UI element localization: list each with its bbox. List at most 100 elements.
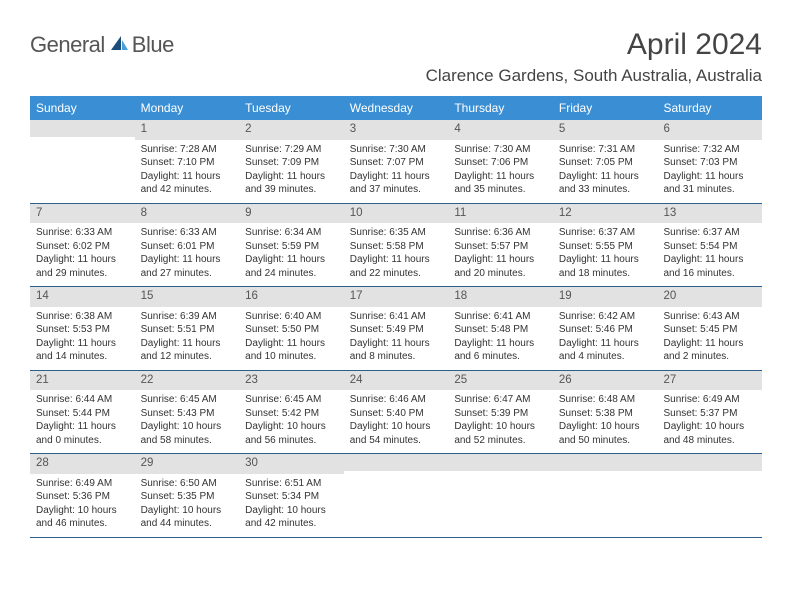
daylight-text: Daylight: 10 hours and 46 minutes. xyxy=(36,504,129,531)
daylight-text: Daylight: 10 hours and 56 minutes. xyxy=(245,420,338,447)
calendar-cell: 3Sunrise: 7:30 AMSunset: 7:07 PMDaylight… xyxy=(344,120,449,203)
cell-body: Sunrise: 6:40 AMSunset: 5:50 PMDaylight:… xyxy=(239,307,344,370)
weekday-header: Wednesday xyxy=(344,96,449,120)
weekday-header: Sunday xyxy=(30,96,135,120)
calendar-cell xyxy=(657,454,762,537)
day-number: 15 xyxy=(135,287,240,307)
sunset-text: Sunset: 5:45 PM xyxy=(663,323,756,337)
sunrise-text: Sunrise: 6:45 AM xyxy=(141,393,234,407)
sunset-text: Sunset: 7:03 PM xyxy=(663,156,756,170)
calendar-week: 21Sunrise: 6:44 AMSunset: 5:44 PMDayligh… xyxy=(30,371,762,455)
sunset-text: Sunset: 6:01 PM xyxy=(141,240,234,254)
day-number: 12 xyxy=(553,204,658,224)
sunset-text: Sunset: 5:36 PM xyxy=(36,490,129,504)
daylight-text: Daylight: 11 hours and 14 minutes. xyxy=(36,337,129,364)
day-number xyxy=(344,454,449,471)
calendar-cell: 28Sunrise: 6:49 AMSunset: 5:36 PMDayligh… xyxy=(30,454,135,537)
sunrise-text: Sunrise: 6:46 AM xyxy=(350,393,443,407)
sunset-text: Sunset: 5:44 PM xyxy=(36,407,129,421)
sunset-text: Sunset: 7:09 PM xyxy=(245,156,338,170)
calendar-cell: 21Sunrise: 6:44 AMSunset: 5:44 PMDayligh… xyxy=(30,371,135,454)
weekday-header: Monday xyxy=(135,96,240,120)
cell-body: Sunrise: 6:51 AMSunset: 5:34 PMDaylight:… xyxy=(239,474,344,537)
calendar-cell: 27Sunrise: 6:49 AMSunset: 5:37 PMDayligh… xyxy=(657,371,762,454)
calendar-week: 7Sunrise: 6:33 AMSunset: 6:02 PMDaylight… xyxy=(30,204,762,288)
calendar-cell: 30Sunrise: 6:51 AMSunset: 5:34 PMDayligh… xyxy=(239,454,344,537)
day-number: 30 xyxy=(239,454,344,474)
day-number: 13 xyxy=(657,204,762,224)
cell-body: Sunrise: 6:50 AMSunset: 5:35 PMDaylight:… xyxy=(135,474,240,537)
sunrise-text: Sunrise: 6:44 AM xyxy=(36,393,129,407)
sunset-text: Sunset: 5:48 PM xyxy=(454,323,547,337)
cell-body: Sunrise: 7:31 AMSunset: 7:05 PMDaylight:… xyxy=(553,140,658,203)
day-number xyxy=(30,120,135,137)
sunrise-text: Sunrise: 7:30 AM xyxy=(350,143,443,157)
sunset-text: Sunset: 5:34 PM xyxy=(245,490,338,504)
cell-body: Sunrise: 6:41 AMSunset: 5:48 PMDaylight:… xyxy=(448,307,553,370)
sunrise-text: Sunrise: 6:33 AM xyxy=(36,226,129,240)
sunrise-text: Sunrise: 6:39 AM xyxy=(141,310,234,324)
calendar-cell: 29Sunrise: 6:50 AMSunset: 5:35 PMDayligh… xyxy=(135,454,240,537)
calendar-cell: 9Sunrise: 6:34 AMSunset: 5:59 PMDaylight… xyxy=(239,204,344,287)
calendar-cell: 17Sunrise: 6:41 AMSunset: 5:49 PMDayligh… xyxy=(344,287,449,370)
calendar-cell: 22Sunrise: 6:45 AMSunset: 5:43 PMDayligh… xyxy=(135,371,240,454)
calendar-cell: 16Sunrise: 6:40 AMSunset: 5:50 PMDayligh… xyxy=(239,287,344,370)
day-number: 24 xyxy=(344,371,449,391)
cell-body: Sunrise: 6:44 AMSunset: 5:44 PMDaylight:… xyxy=(30,390,135,453)
daylight-text: Daylight: 11 hours and 33 minutes. xyxy=(559,170,652,197)
day-number: 1 xyxy=(135,120,240,140)
sunrise-text: Sunrise: 6:33 AM xyxy=(141,226,234,240)
calendar-cell: 20Sunrise: 6:43 AMSunset: 5:45 PMDayligh… xyxy=(657,287,762,370)
sunrise-text: Sunrise: 6:37 AM xyxy=(559,226,652,240)
sunset-text: Sunset: 5:40 PM xyxy=(350,407,443,421)
sunrise-text: Sunrise: 6:38 AM xyxy=(36,310,129,324)
daylight-text: Daylight: 11 hours and 16 minutes. xyxy=(663,253,756,280)
cell-body: Sunrise: 6:46 AMSunset: 5:40 PMDaylight:… xyxy=(344,390,449,453)
cell-body: Sunrise: 7:30 AMSunset: 7:06 PMDaylight:… xyxy=(448,140,553,203)
day-number: 17 xyxy=(344,287,449,307)
sunset-text: Sunset: 5:49 PM xyxy=(350,323,443,337)
sunset-text: Sunset: 5:39 PM xyxy=(454,407,547,421)
sunset-text: Sunset: 5:38 PM xyxy=(559,407,652,421)
day-number: 26 xyxy=(553,371,658,391)
daylight-text: Daylight: 11 hours and 0 minutes. xyxy=(36,420,129,447)
sunrise-text: Sunrise: 6:37 AM xyxy=(663,226,756,240)
calendar-cell: 23Sunrise: 6:45 AMSunset: 5:42 PMDayligh… xyxy=(239,371,344,454)
daylight-text: Daylight: 11 hours and 12 minutes. xyxy=(141,337,234,364)
daylight-text: Daylight: 10 hours and 48 minutes. xyxy=(663,420,756,447)
calendar-cell: 18Sunrise: 6:41 AMSunset: 5:48 PMDayligh… xyxy=(448,287,553,370)
cell-body: Sunrise: 6:39 AMSunset: 5:51 PMDaylight:… xyxy=(135,307,240,370)
sunrise-text: Sunrise: 6:36 AM xyxy=(454,226,547,240)
daylight-text: Daylight: 11 hours and 37 minutes. xyxy=(350,170,443,197)
daylight-text: Daylight: 11 hours and 42 minutes. xyxy=(141,170,234,197)
calendar-cell: 7Sunrise: 6:33 AMSunset: 6:02 PMDaylight… xyxy=(30,204,135,287)
calendar-cell xyxy=(553,454,658,537)
cell-body: Sunrise: 6:33 AMSunset: 6:01 PMDaylight:… xyxy=(135,223,240,286)
day-number: 23 xyxy=(239,371,344,391)
sunset-text: Sunset: 5:58 PM xyxy=(350,240,443,254)
calendar-cell: 11Sunrise: 6:36 AMSunset: 5:57 PMDayligh… xyxy=(448,204,553,287)
day-number: 16 xyxy=(239,287,344,307)
sunset-text: Sunset: 5:54 PM xyxy=(663,240,756,254)
cell-body xyxy=(30,137,135,195)
daylight-text: Daylight: 11 hours and 39 minutes. xyxy=(245,170,338,197)
day-number: 19 xyxy=(553,287,658,307)
day-number: 27 xyxy=(657,371,762,391)
daylight-text: Daylight: 10 hours and 58 minutes. xyxy=(141,420,234,447)
cell-body: Sunrise: 6:36 AMSunset: 5:57 PMDaylight:… xyxy=(448,223,553,286)
cell-body xyxy=(553,471,658,529)
cell-body xyxy=(657,471,762,529)
calendar-cell: 15Sunrise: 6:39 AMSunset: 5:51 PMDayligh… xyxy=(135,287,240,370)
sunset-text: Sunset: 5:37 PM xyxy=(663,407,756,421)
daylight-text: Daylight: 10 hours and 44 minutes. xyxy=(141,504,234,531)
day-number: 22 xyxy=(135,371,240,391)
cell-body xyxy=(448,471,553,529)
day-number xyxy=(553,454,658,471)
sunrise-text: Sunrise: 6:35 AM xyxy=(350,226,443,240)
sunrise-text: Sunrise: 6:41 AM xyxy=(350,310,443,324)
cell-body: Sunrise: 7:28 AMSunset: 7:10 PMDaylight:… xyxy=(135,140,240,203)
daylight-text: Daylight: 10 hours and 54 minutes. xyxy=(350,420,443,447)
calendar-cell: 2Sunrise: 7:29 AMSunset: 7:09 PMDaylight… xyxy=(239,120,344,203)
calendar-cell xyxy=(344,454,449,537)
sunset-text: Sunset: 6:02 PM xyxy=(36,240,129,254)
